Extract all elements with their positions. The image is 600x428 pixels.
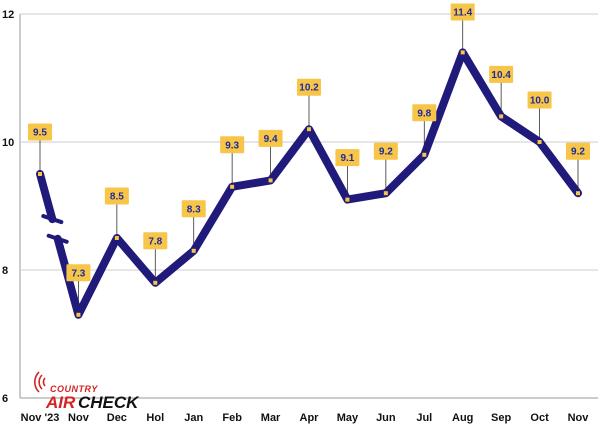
break-bar <box>41 214 64 225</box>
data-point <box>499 114 504 119</box>
data-label-box <box>28 123 52 141</box>
data-label-box <box>258 129 283 147</box>
data-label: 9.1 <box>340 153 354 164</box>
x-tick-label: May <box>337 412 359 424</box>
data-label: 9.3 <box>225 140 239 151</box>
data-label: 9.2 <box>379 147 393 158</box>
axis-break-marker <box>41 214 69 244</box>
y-tick-label: 6 <box>2 393 8 405</box>
x-tick-label: Nov '23 <box>21 412 60 424</box>
y-tick-label: 8 <box>2 265 8 277</box>
data-point <box>76 312 81 317</box>
data-label-box <box>181 200 206 218</box>
data-label: 8.3 <box>187 204 201 215</box>
data-labels: 9.5 7.3 8.5 7.8 8.3 9.3 9.4 10.2 9.1 9.2 9.8 11.4 10… <box>28 3 590 282</box>
data-label-box <box>143 232 168 250</box>
signal-waves-icon <box>34 371 46 393</box>
data-label-box <box>450 3 475 21</box>
x-tick-label: Oct <box>530 412 549 424</box>
data-label-box <box>66 264 91 282</box>
data-label: 10.2 <box>299 83 319 94</box>
x-tick-label: Nov <box>68 412 90 424</box>
data-point <box>153 280 158 285</box>
data-label: 7.8 <box>148 236 162 247</box>
data-label-box <box>220 136 245 154</box>
data-label: 8.5 <box>110 192 124 203</box>
logo-country-text: COUNTRY <box>50 384 98 394</box>
data-label: 11.4 <box>453 8 472 19</box>
data-point <box>114 236 119 240</box>
x-tick-label: Dec <box>107 412 127 424</box>
x-tick-label: Aug <box>452 412 473 424</box>
data-label: 9.5 <box>33 128 47 139</box>
data-point <box>230 184 235 189</box>
data-label-box <box>566 142 590 160</box>
data-label: 9.4 <box>264 134 278 145</box>
country-aircheck-logo: COUNTRY AIR CHECK <box>34 371 140 412</box>
x-tick-label: Apr <box>300 412 320 424</box>
data-label-box <box>489 65 514 83</box>
data-label: 10.0 <box>530 96 550 107</box>
x-tick-label: Hol <box>146 412 164 424</box>
data-point <box>268 178 273 183</box>
logo-air-text: AIR <box>45 393 76 412</box>
x-tick-label: Feb <box>222 412 242 424</box>
logo-check-text: CHECK <box>78 393 140 412</box>
data-point <box>576 191 580 196</box>
data-label-box <box>373 142 398 160</box>
data-label-box <box>335 149 360 167</box>
data-label-box <box>527 91 552 109</box>
break-bar <box>46 233 69 244</box>
x-tick-label: Jan <box>184 412 203 424</box>
y-axis-ticks: 6 8 10 12 <box>2 9 14 405</box>
data-points <box>38 50 580 317</box>
x-tick-label: Jul <box>416 412 432 424</box>
data-label: 9.8 <box>417 108 431 119</box>
data-point <box>422 152 427 157</box>
data-label: 9.2 <box>571 147 585 158</box>
x-tick-label: Sep <box>491 412 511 424</box>
x-tick-label: Mar <box>261 412 281 424</box>
data-point <box>345 197 350 202</box>
series-line-segment <box>36 170 57 224</box>
x-tick-label: Nov <box>568 412 590 424</box>
x-tick-label: Jun <box>376 412 396 424</box>
data-point <box>307 127 311 132</box>
y-tick-label: 10 <box>2 137 14 149</box>
grid-lines <box>19 13 598 399</box>
data-point <box>537 140 542 144</box>
data-point <box>383 191 388 196</box>
data-label: 10.4 <box>491 70 511 81</box>
y-tick-label: 12 <box>2 9 14 21</box>
data-point <box>460 50 465 55</box>
data-point <box>38 172 42 176</box>
data-point <box>191 248 196 253</box>
data-label: 7.3 <box>71 268 85 279</box>
label-leader-lines <box>39 20 579 312</box>
data-label-box <box>412 104 437 122</box>
data-label-box <box>297 78 321 96</box>
x-axis-ticks: Nov '23 Nov Dec Hol Jan Feb Mar Apr May Jun Jul Aug… <box>21 412 590 424</box>
data-label-box <box>104 187 129 205</box>
